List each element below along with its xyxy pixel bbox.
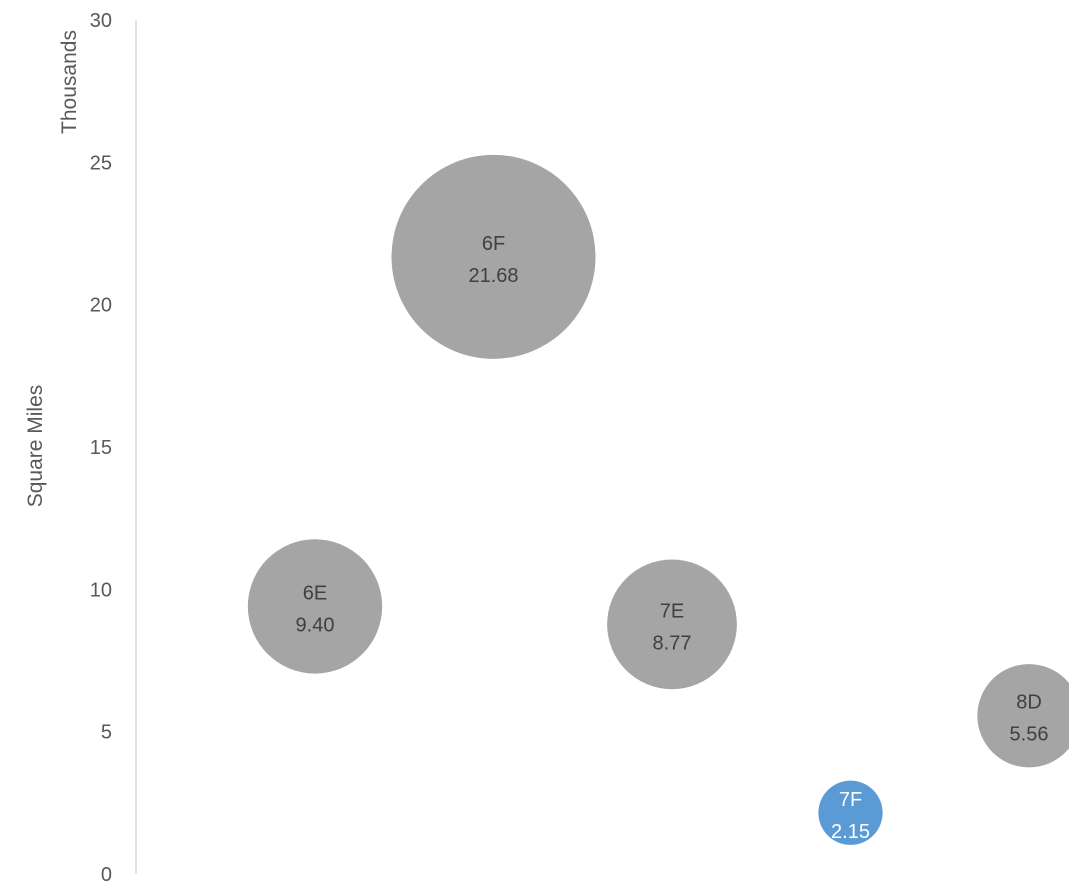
- bubble-value-label: 9.40: [296, 614, 335, 636]
- y-tick-label: 5: [101, 722, 112, 744]
- bubble-category-label: 8D: [1016, 692, 1042, 714]
- bubble-7e[interactable]: 7E 8.77: [607, 559, 737, 690]
- y-tick-label: 10: [90, 579, 112, 601]
- y-axis-unit-label: Thousands: [58, 30, 81, 134]
- bubble-value-label: 2.15: [831, 821, 870, 843]
- bubble-8d[interactable]: 8D 5.56: [977, 664, 1069, 768]
- plot-area: 0 5 10 15 20 25 30 6E 9.40 6F 21.68 7E 8.77 7F 2.15 8D…: [90, 10, 1069, 882]
- y-tick-label: 25: [90, 152, 112, 174]
- bubble-category-label: 6E: [303, 582, 327, 604]
- y-tick-label: 20: [90, 295, 112, 317]
- y-tick-label: 30: [90, 10, 112, 32]
- bubbles: 6E 9.40 6F 21.68 7E 8.77 7F 2.15 8D 5.56: [247, 154, 1069, 845]
- y-axis-title: Square Miles: [24, 385, 47, 508]
- bubble-category-label: 7E: [660, 600, 684, 622]
- bubble-value-label: 8.77: [653, 632, 692, 654]
- bubble-circle[interactable]: [818, 780, 883, 845]
- bubble-category-label: 7F: [839, 789, 862, 811]
- bubble-circle[interactable]: [607, 559, 737, 690]
- bubble-6f[interactable]: 6F 21.68: [391, 154, 596, 359]
- bubble-6e[interactable]: 6E 9.40: [247, 539, 383, 674]
- bubble-7f[interactable]: 7F 2.15: [818, 780, 883, 845]
- bubble-circle[interactable]: [391, 154, 596, 359]
- bubble-category-label: 6F: [482, 233, 505, 255]
- y-tick-label: 0: [101, 864, 112, 882]
- y-tick-label: 15: [90, 437, 112, 459]
- bubble-circle[interactable]: [247, 539, 383, 674]
- bubble-value-label: 5.56: [1010, 724, 1049, 746]
- bubble-value-label: 21.68: [468, 265, 518, 287]
- y-axis-ticks: 0 5 10 15 20 25 30: [90, 10, 112, 882]
- bubble-circle[interactable]: [977, 664, 1069, 768]
